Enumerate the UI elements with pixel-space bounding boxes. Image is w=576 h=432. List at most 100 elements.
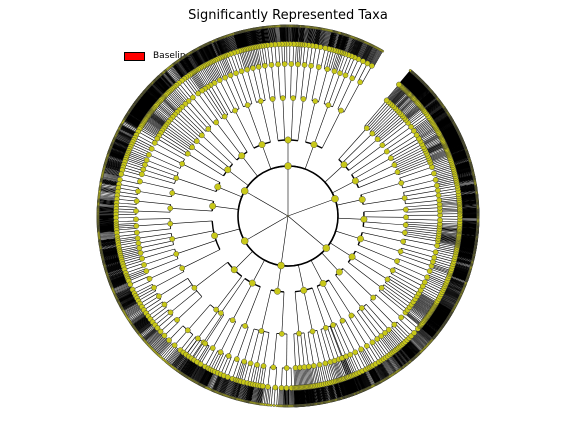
clade-B-0-0-0-edge-0 xyxy=(200,67,212,85)
clade-B-2-0-1-1-leaf-3 xyxy=(117,131,134,141)
clade-A-0-0-edge-0 xyxy=(343,82,361,113)
clade-C-0-2-2-3-leaf-3 xyxy=(112,280,129,289)
clade-D-0-2-0-0-leaf-0 xyxy=(208,372,217,390)
clade-B-1-0-0-0-leaf-4 xyxy=(152,82,166,96)
clade-A-2-1-1-0-leaf-2 xyxy=(224,36,232,54)
clade-B-edge-2 xyxy=(217,186,242,198)
clade-B-0-2-edge-1 xyxy=(185,103,209,130)
clade-A-2-2-2-1-leaf-0 xyxy=(197,48,207,65)
clade-A-1-3-0-edge-1 xyxy=(267,45,271,66)
clade-A-0-0-node-0 xyxy=(357,79,363,86)
clade-A-2-1-node-0 xyxy=(238,68,245,75)
clade-A-2-node-0 xyxy=(257,98,264,104)
clade-D-0-1-0-1-leaf-5 xyxy=(196,366,206,383)
clade-A-1-3-node-0 xyxy=(268,62,275,68)
clade-A-1-3-1-1-leaf-1 xyxy=(259,28,263,46)
clade-A-0-0-1-0-leaf-5 xyxy=(362,44,371,62)
clade-A-1-0-node-0 xyxy=(308,62,314,69)
clade-D-1-0-edge-3 xyxy=(263,332,270,367)
clade-A-0-2-1-0-leaf-3 xyxy=(324,30,329,49)
clade-D-1-edge-1 xyxy=(281,291,285,334)
clade-C-1-0-2-2-leaf-0 xyxy=(142,326,157,339)
clade-D-0-1-1-0-leaf-8 xyxy=(200,368,210,386)
clade-A-2-0-2-edge-3 xyxy=(239,50,246,71)
clade-A-2-0-1-0-leaf-2 xyxy=(246,30,251,49)
clade-C-1-0-1-edge-0 xyxy=(145,301,163,314)
clade-A-2-0-2-edge-0 xyxy=(243,49,250,70)
clade-F-1-0-2-edge-1 xyxy=(437,185,458,190)
clade-B-1-0-0-1-leaf-0 xyxy=(151,83,166,97)
clade-B-0-0-3-edge-1 xyxy=(190,73,203,91)
clade-D-0-edge-2 xyxy=(244,286,261,327)
clade-C-0-2-edge-1 xyxy=(143,253,177,266)
clade-B-0-0-0-1-leaf-2 xyxy=(189,53,200,69)
clade-B-2-0-2-1-leaf-0 xyxy=(114,138,132,147)
clade-C-1-0-1-1-leaf-5 xyxy=(133,316,149,328)
clade-B-0-2-0-edge-0 xyxy=(176,84,190,101)
clade-A-1-1-0-0-leaf-0 xyxy=(302,26,305,45)
clade-B-2-0-0-1-leaf-1 xyxy=(120,124,138,135)
clade-A-2-0-0-2-leaf-4 xyxy=(249,29,254,48)
clade-C-1-0-2-0-leaf-3 xyxy=(138,321,153,334)
clade-A-2-1-2-1-leaf-9 xyxy=(215,39,224,57)
clade-C-1-1-0-edge-1 xyxy=(174,330,189,346)
clade-C-0-2-0-edge-0 xyxy=(122,256,142,263)
clade-F-edge-1 xyxy=(336,199,363,206)
clade-C-0-1-edge-3 xyxy=(140,244,174,254)
clade-B-0-0-0-0-leaf-8 xyxy=(191,52,201,69)
clade-E-2-2-2-edge-1 xyxy=(425,280,444,291)
clade-B-1-2-0-edge-1 xyxy=(150,111,168,125)
clade-A-2-0-1-1-leaf-1 xyxy=(245,30,250,49)
clade-B-2-0-0-0-leaf-2 xyxy=(121,123,138,133)
clade-A-1-0-edge-0 xyxy=(305,65,312,100)
clade-E-edge-1 xyxy=(321,252,340,273)
clade-A-1-2-0-2-leaf-3 xyxy=(280,26,283,45)
clade-D-1-0-0-0-leaf-2 xyxy=(230,379,237,398)
clade-B-2-0-2-edge-0 xyxy=(131,144,150,154)
clade-A-2-1-0-edge-0 xyxy=(236,51,244,71)
clade-A-2-2-edge-2 xyxy=(214,82,232,113)
clade-A-1-0-0-1-leaf-4 xyxy=(311,27,315,46)
clade-A-2-edge-1 xyxy=(247,105,263,145)
clade-C-1-1-0-0-leaf-5 xyxy=(158,341,171,356)
clade-C-1-1-0-1-leaf-0 xyxy=(160,343,173,357)
clade-B-2-1-3-1-leaf-6 xyxy=(104,166,122,172)
clade-A-0-0-0-1-leaf-3 xyxy=(367,47,376,64)
clade-F-0-edge-1 xyxy=(363,221,406,226)
clade-A-1-2-0-2-leaf-5 xyxy=(280,26,282,45)
clade-A-2-0-1-1-leaf-3 xyxy=(244,30,250,49)
clade-A-0-1-0-1-leaf-6 xyxy=(350,38,358,56)
clade-B-3-1-1-1-leaf-6 xyxy=(98,209,117,211)
clade-D-0-1-0-0-leaf-3 xyxy=(190,363,201,380)
clade-B-3-1-0-2-leaf-0 xyxy=(98,199,117,202)
clade-A-0-2-0-2-leaf-5 xyxy=(330,31,336,50)
clade-C-0-2-0-2-leaf-4 xyxy=(106,266,124,273)
clade-B-2-1-3-1-leaf-3 xyxy=(104,165,123,171)
clade-F-0-3-edge-0 xyxy=(405,210,440,213)
clade-B-3-1-1-edge-1 xyxy=(116,208,137,211)
clade-D-0-0-1-2-leaf-5 xyxy=(187,362,198,378)
clade-C-0-2-1-edge-1 xyxy=(125,266,145,274)
clade-C-1-0-3-1-leaf-3 xyxy=(152,336,166,350)
clade-F-1-0-edge-0 xyxy=(405,199,440,205)
clade-E-1-0-0-edge-1 xyxy=(377,338,391,355)
chart-title: Significantly Represented Taxa xyxy=(188,8,388,23)
clade-B-2-1-0-0-leaf-4 xyxy=(111,144,129,152)
clade-C-0-3-0-0-leaf-5 xyxy=(114,286,132,295)
clade-A-2-1-1-0-leaf-0 xyxy=(225,36,233,54)
clade-A-1-1-0-2-leaf-2 xyxy=(297,26,300,45)
clade-A-1-1-0-0-leaf-4 xyxy=(301,26,303,45)
clade-C-1-1-0-0-leaf-1 xyxy=(154,338,168,352)
clade-D-0-2-0-1-leaf-6 xyxy=(214,374,223,392)
clade-C-0-0-2-edge-1 xyxy=(117,233,138,237)
clade-C-0-1-1-edge-1 xyxy=(118,244,139,249)
clade-C-0-1-0-1-leaf-0 xyxy=(99,240,118,244)
clade-A-0-node-1 xyxy=(325,102,332,108)
clade-B-2-0-edge-0 xyxy=(154,142,185,160)
clade-B-3-1-0-1-leaf-1 xyxy=(98,196,117,199)
clade-B-0-2-0-1-leaf-1 xyxy=(162,72,175,87)
clade-A-2-1-0-1-leaf-2 xyxy=(227,35,235,53)
clade-D-0-0-1-0-leaf-6 xyxy=(182,358,193,375)
clade-D-0-2-1-0-leaf-5 xyxy=(221,377,229,395)
clade-B-0-0-edge-0 xyxy=(210,85,229,115)
